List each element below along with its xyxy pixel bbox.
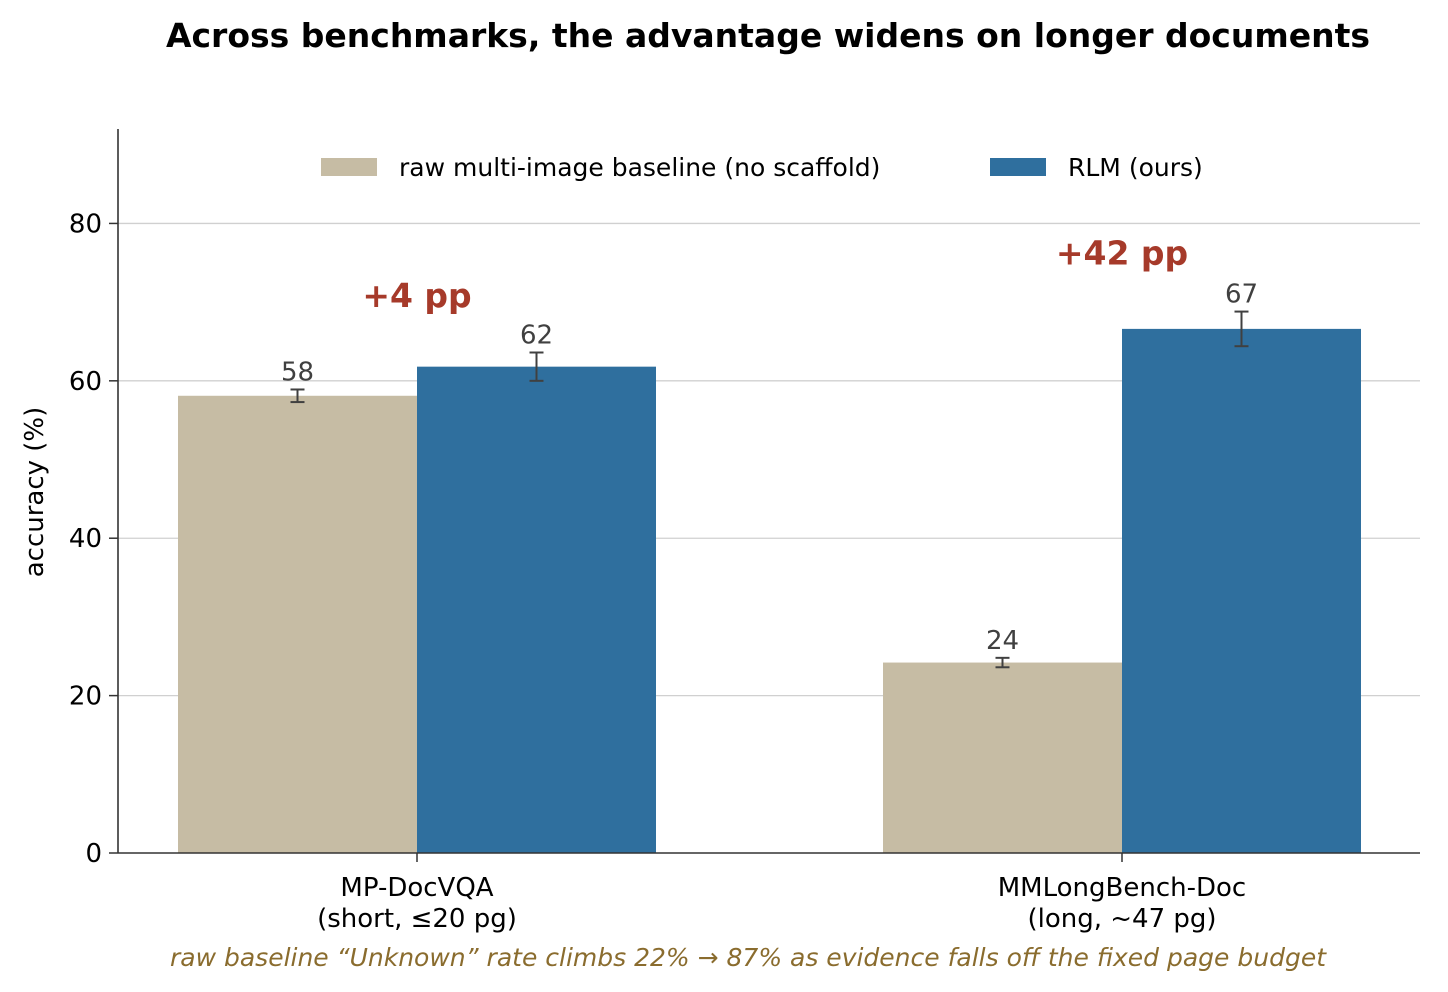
bars: [178, 328, 1361, 853]
y-tick-label: 60: [69, 367, 102, 397]
y-tick-label: 40: [69, 524, 102, 554]
y-tick-label: 20: [69, 682, 102, 712]
bar: [178, 395, 417, 853]
error-bar: [290, 388, 305, 404]
error-bar: [1234, 310, 1249, 348]
y-axis-label: accuracy (%): [20, 407, 50, 578]
error-bar: [529, 351, 544, 382]
legend-item: raw multi-image baseline (no scaffold): [321, 153, 880, 182]
legend-label: raw multi-image baseline (no scaffold): [399, 153, 880, 182]
error-bar: [995, 656, 1010, 669]
data-label: 58: [281, 357, 314, 387]
legend-item: RLM (ours): [990, 153, 1203, 182]
bar: [1122, 328, 1361, 853]
legend-label: RLM (ours): [1068, 153, 1203, 182]
bar: [883, 662, 1122, 853]
y-tick-label: 0: [85, 839, 102, 869]
y-tick-label: 80: [69, 209, 102, 239]
chart-title: Across benchmarks, the advantage widens …: [166, 16, 1370, 55]
data-labels: 58 24 62 67 +4 pp +42 pp: [281, 233, 1258, 655]
legend-swatch: [321, 158, 377, 176]
x-tick-label: MP-DocVQA: [340, 873, 493, 903]
legend: raw multi-image baseline (no scaffold) RL…: [321, 153, 1203, 182]
legend-swatch: [990, 158, 1046, 176]
bar: [417, 366, 656, 853]
axes: 0 20 40 60 80 MP-DocVQA(short, ≤20 pg) MMLongB…: [69, 129, 1420, 934]
data-label: 24: [986, 626, 1019, 656]
footnote: raw baseline “Unknown” rate climbs 22% →…: [170, 943, 1327, 972]
x-tick-label: (long, ~47 pg): [1027, 904, 1216, 934]
delta-annotation: +4 pp: [362, 276, 471, 315]
data-label: 67: [1225, 280, 1258, 310]
data-label: 62: [520, 320, 553, 350]
x-tick-label: MMLongBench-Doc: [998, 873, 1246, 903]
x-tick-label: (short, ≤20 pg): [317, 904, 517, 934]
delta-annotation: +42 pp: [1056, 233, 1188, 272]
error-bars: [290, 310, 1249, 669]
